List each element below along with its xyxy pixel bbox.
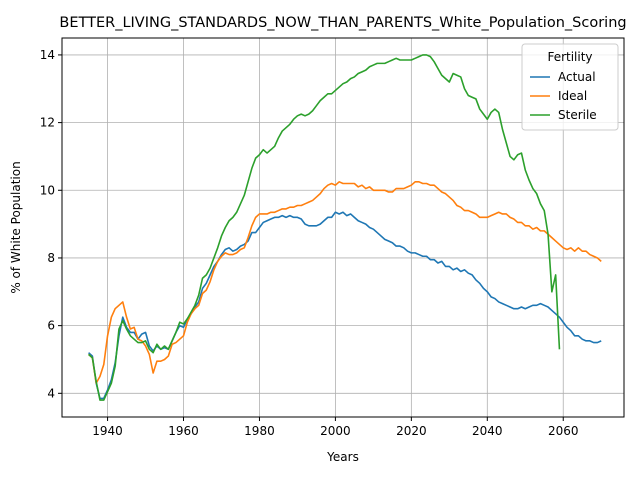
legend-entry-label: Ideal	[558, 89, 587, 103]
legend-entry-label: Actual	[558, 70, 596, 84]
plot-frame	[61, 37, 625, 418]
y-axis: 4 6 8 10 12 14	[40, 48, 62, 400]
y-tick-label: 14	[40, 48, 55, 62]
y-tick-label: 10	[40, 183, 55, 197]
x-tick-label: 2000	[320, 424, 351, 438]
series-line-sterile	[88, 54, 561, 401]
y-tick-label: 8	[47, 251, 55, 265]
y-tick-label: 4	[47, 386, 55, 400]
y-axis-label: % of White Population	[9, 161, 23, 293]
legend-title: Fertility	[547, 50, 592, 64]
legend-box	[521, 43, 619, 131]
y-tick-label: 6	[47, 319, 55, 333]
x-tick-label: 2060	[548, 424, 579, 438]
legend-entry-label: Sterile	[558, 108, 597, 122]
legend: Fertility Actual Ideal Sterile	[521, 43, 619, 131]
y-tick-label: 12	[40, 116, 55, 130]
series-line-ideal	[88, 181, 602, 384]
series-layer	[88, 54, 602, 401]
x-tick-label: 1980	[244, 424, 275, 438]
x-tick-label: 1960	[168, 424, 199, 438]
x-tick-label: 1940	[92, 424, 123, 438]
x-tick-label: 2040	[472, 424, 503, 438]
x-axis-label: Years	[326, 450, 359, 464]
series-line-actual	[88, 211, 602, 400]
x-axis: 1940 1960 1980 2000 2020 2040 2060	[92, 417, 579, 438]
chart-title: BETTER_LIVING_STANDARDS_NOW_THAN_PARENTS…	[59, 15, 626, 31]
x-tick-label: 2020	[396, 424, 427, 438]
